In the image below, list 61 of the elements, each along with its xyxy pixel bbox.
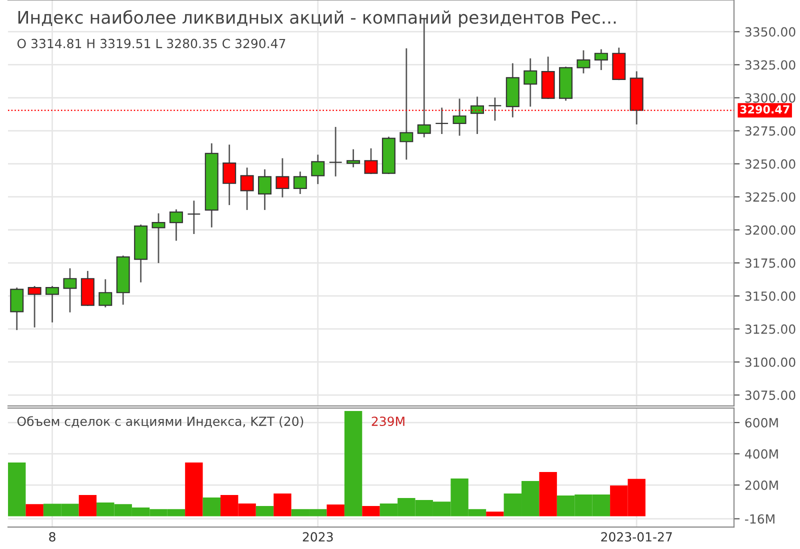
bar [26, 504, 44, 516]
y-tick-label: 3325.00 [745, 60, 796, 70]
y-tick-label: 3250.00 [745, 159, 796, 169]
annotation: 239M [372, 416, 404, 426]
bar [8, 462, 26, 516]
candlestick [169, 209, 183, 241]
y-tick-label: 3175.00 [745, 258, 796, 268]
bar [362, 506, 380, 516]
y-tick-label: 3200.00 [745, 225, 796, 235]
candlestick [470, 96, 484, 134]
candlestick [594, 49, 608, 70]
y-tick-label: 3075.00 [745, 390, 796, 400]
candlestick [488, 98, 502, 121]
y-tick-label: 3275.00 [745, 126, 796, 136]
candlestick [328, 126, 342, 176]
x-tick-label: 2023 [302, 532, 333, 542]
bar [78, 495, 97, 516]
bar [256, 506, 274, 516]
y-tick-label: 400M [745, 449, 778, 459]
candlestick [63, 268, 77, 312]
candlestick [222, 144, 236, 206]
bar [202, 498, 220, 516]
candlestick [152, 213, 166, 264]
ref-line-label: 3290.47 [740, 105, 790, 114]
y-tick-label: 3350.00 [745, 27, 796, 37]
bar [326, 504, 344, 516]
candlestick [10, 288, 24, 330]
candlestick [98, 279, 112, 308]
bar [344, 410, 362, 516]
candlestick [576, 50, 590, 74]
x-tick-label: 2023-01-27 [601, 532, 672, 542]
y-tick-label: 200M [745, 480, 778, 490]
candlestick [400, 48, 414, 160]
candlestick [258, 169, 272, 210]
candlestick [311, 154, 325, 184]
y-tick-label: 600M [745, 418, 778, 428]
y-tick-label: 3225.00 [745, 192, 796, 202]
candlestick [276, 158, 290, 198]
candlestick [435, 108, 449, 134]
bar [486, 512, 504, 516]
candlestick [240, 168, 254, 210]
candlestick [46, 286, 60, 322]
candlestick [364, 148, 378, 174]
candlestick [452, 98, 466, 136]
y-tick-label: 3100.00 [745, 357, 796, 367]
bar [274, 493, 292, 516]
candlestick [524, 58, 538, 107]
bar [185, 462, 203, 516]
x-tick-label: 8 [49, 532, 56, 542]
y-tick-label: 3150.00 [745, 291, 796, 301]
text: Индекс наиболее ликвидных акций - компаний резидентов Рес... [18, 10, 616, 28]
y-tick-label: -16M [745, 514, 774, 524]
text: O 3314.81 H 3319.51 L 3280.35 C 3290.47 [17, 38, 286, 48]
text: Объем сделок с акциями Индекса, KZT (20) [17, 416, 304, 428]
bar [539, 472, 557, 516]
candlestick [346, 149, 360, 168]
y-tick-label: 3125.00 [745, 324, 796, 334]
y-tick-label: 3300.00 [745, 93, 796, 103]
candlestick [293, 172, 307, 194]
candlestick [187, 200, 201, 234]
candlestick [28, 286, 42, 328]
